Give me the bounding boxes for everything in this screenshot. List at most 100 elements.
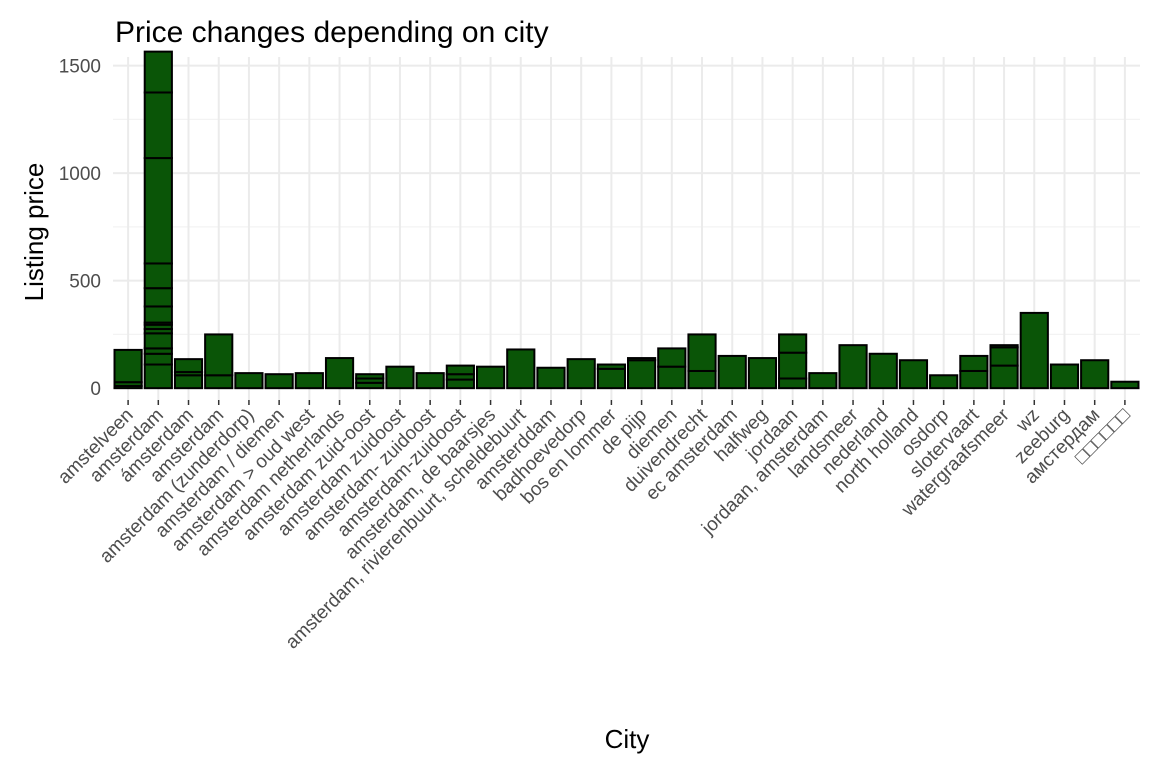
- bar-stack: [868, 352, 898, 390]
- bar-segment: [204, 374, 234, 390]
- bar-segment: [506, 348, 536, 390]
- bar-segment: [143, 305, 173, 324]
- bar-segment: [385, 365, 415, 390]
- bar-segment: [717, 354, 747, 390]
- bar-segment: [687, 369, 717, 390]
- bar-segment: [778, 351, 808, 380]
- bar-stack: [808, 372, 838, 390]
- bar-segment: [234, 372, 264, 390]
- bar-segment: [143, 287, 173, 308]
- bar-segment: [657, 365, 687, 390]
- chart-title: Price changes depending on city: [115, 16, 549, 49]
- bar-stack: [657, 347, 687, 390]
- bar-segment: [143, 262, 173, 290]
- bar-stack: [506, 348, 536, 390]
- bar-segment: [536, 366, 566, 390]
- bar-segment: [838, 344, 868, 390]
- bar-segment: [898, 359, 929, 390]
- bar-segment: [324, 357, 355, 390]
- bar-stack: [566, 358, 596, 390]
- bar-stack: [1080, 359, 1110, 390]
- bar-stack: [596, 363, 626, 390]
- bar-segment: [778, 333, 808, 354]
- bar-segment: [445, 378, 475, 390]
- bar-stack: [747, 357, 778, 390]
- bar-segment: [566, 358, 596, 390]
- bar-segment: [959, 354, 989, 372]
- x-axis-title: City: [605, 724, 650, 754]
- bar-segment: [596, 367, 626, 390]
- bar-segment: [929, 374, 959, 390]
- bar-segment: [1049, 363, 1080, 390]
- bar-segment: [143, 157, 173, 265]
- bar-segment: [989, 346, 1019, 367]
- bar-stack: [324, 357, 355, 390]
- bar-stack: [445, 364, 475, 390]
- bar-segment: [989, 344, 1019, 349]
- grid-lines: [113, 57, 1140, 400]
- bar-stack: [717, 354, 747, 390]
- bar-stack: [475, 365, 506, 390]
- bar-segment: [294, 372, 324, 390]
- bar-segment: [143, 363, 173, 390]
- bar-segment: [445, 364, 475, 376]
- bar-stack: [778, 333, 808, 390]
- bar-stack: [1019, 311, 1049, 390]
- bar-stack: [143, 50, 173, 390]
- y-axis-title: Listing price: [19, 163, 49, 302]
- bar-stack: [355, 373, 385, 390]
- bar-segment: [959, 369, 989, 390]
- bar-segment: [143, 91, 173, 160]
- bar-segment: [1080, 359, 1110, 390]
- bar-stack: [1049, 363, 1080, 390]
- bar-segment: [143, 332, 173, 350]
- bar-segment: [415, 372, 445, 390]
- bar-segment: [475, 365, 506, 390]
- bar-segment: [627, 357, 657, 362]
- bar-stack: [929, 374, 959, 390]
- bar-segment: [113, 348, 143, 384]
- bar-stack: [294, 372, 324, 390]
- bar-stack: [113, 348, 143, 390]
- bar-segment: [989, 364, 1019, 390]
- bar-segment: [1110, 380, 1140, 390]
- bar-stack: [234, 372, 264, 390]
- y-axis-ticks: 0 500 1000 1500: [59, 57, 101, 401]
- bar-stack: [838, 344, 868, 390]
- bar-segment: [143, 50, 173, 94]
- bar-stack: [204, 333, 234, 390]
- bar-segment: [173, 358, 204, 374]
- bar-stack: [1110, 380, 1140, 390]
- bar-segment: [778, 377, 808, 390]
- bars: [113, 50, 1140, 390]
- bar-segment: [355, 373, 385, 380]
- bar-segment: [627, 359, 657, 390]
- bar-segment: [204, 333, 234, 377]
- bar-segment: [173, 374, 204, 390]
- y-tick-label: 1500: [59, 57, 101, 78]
- y-tick-label: 500: [69, 272, 101, 293]
- bar-segment: [657, 347, 687, 368]
- x-axis-ticks: amstelveenamsterdamámsterdamamsterdamams…: [54, 400, 1135, 653]
- bar-segment: [596, 363, 626, 370]
- bar-stack: [173, 358, 204, 390]
- bar-stack: [415, 372, 445, 390]
- bar-segment: [808, 372, 838, 390]
- bar-segment: [868, 352, 898, 390]
- bar-stack: [687, 333, 717, 390]
- bar-segment: [1019, 311, 1049, 390]
- bar-stack: [536, 366, 566, 390]
- y-tick-label: 0: [90, 379, 101, 400]
- bar-segment: [264, 373, 294, 390]
- bar-segment: [143, 352, 173, 366]
- bar-stack: [627, 357, 657, 390]
- bar-stack: [959, 354, 989, 390]
- bar-segment: [687, 333, 717, 372]
- bar-stack: [989, 344, 1019, 390]
- bar-segment: [747, 357, 778, 390]
- y-tick-label: 1000: [59, 164, 101, 185]
- bar-stack: [264, 373, 294, 390]
- bar-stack: [385, 365, 415, 390]
- bar-stack: [898, 359, 929, 390]
